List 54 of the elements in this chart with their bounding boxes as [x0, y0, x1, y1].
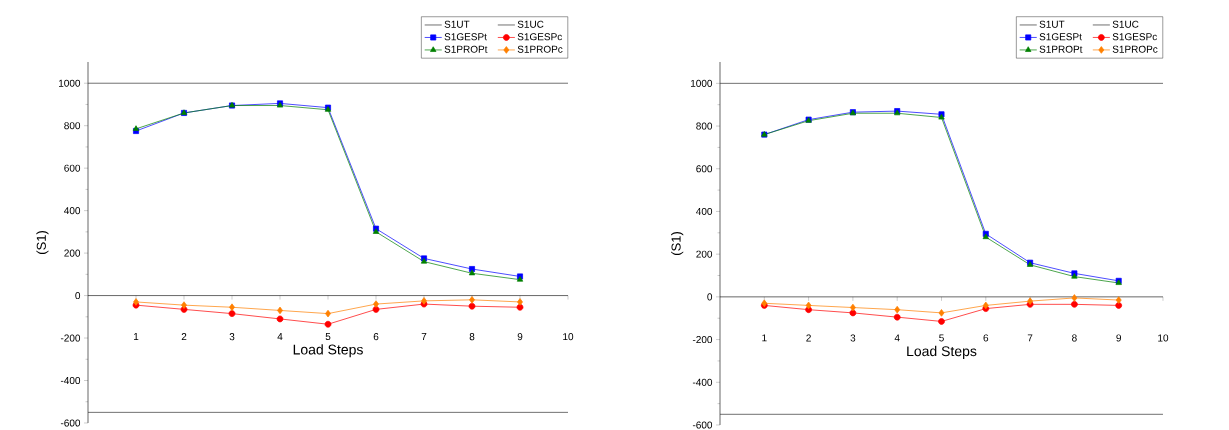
y-tick-label: -600: [692, 421, 713, 429]
y-tick-label: 0: [75, 292, 81, 300]
y-tick-label: -600: [60, 419, 81, 427]
x-tick-label: 5: [325, 333, 331, 341]
x-tick-label: 3: [850, 334, 856, 342]
legend-label: S1GESPc: [517, 33, 562, 41]
x-tick-label: 8: [469, 333, 475, 341]
y-tick-label: 1000: [59, 79, 81, 87]
x-tick-label: 10: [563, 333, 574, 341]
y-tick-label: -200: [60, 334, 81, 342]
y-tick-label: 200: [696, 250, 713, 258]
x-tick-label: 1: [134, 333, 139, 340]
x-tick-label: 7: [1027, 334, 1033, 342]
x-tick-label: 3: [229, 333, 235, 341]
y-tick-label: 1000: [690, 79, 713, 87]
y-axis-title: (S1): [36, 231, 49, 254]
y-tick-label: 600: [64, 164, 81, 172]
x-tick-label: 4: [894, 334, 900, 342]
x-axis-title: Load Steps: [907, 345, 977, 359]
x-tick-label: 10: [1158, 334, 1169, 342]
x-tick-label: 2: [806, 334, 811, 342]
x-tick-label: 1: [762, 334, 767, 342]
legend-label: S1GESPc: [1112, 33, 1157, 41]
legend-label: S1UC: [517, 20, 544, 28]
legend-label: S1UT: [444, 20, 470, 28]
x-tick-label: 8: [1072, 334, 1077, 342]
legend-label: S1UT: [1039, 20, 1065, 28]
legend-label: S1PROPt: [1039, 45, 1083, 53]
x-tick-label: 2: [181, 333, 187, 341]
y-tick-label: -400: [60, 376, 81, 385]
legend-label: S1PROPc: [517, 45, 563, 53]
x-tick-label: 4: [277, 333, 283, 340]
y-axis-title: (S1): [671, 232, 684, 255]
x-tick-label: 5: [939, 334, 944, 342]
y-tick-label: -200: [692, 336, 713, 344]
y-tick-label: 200: [64, 249, 81, 257]
legend-label: S1UC: [1112, 20, 1139, 28]
x-tick-label: 6: [983, 334, 989, 342]
y-tick-label: 400: [696, 207, 713, 215]
legend-label: S1PROPc: [1112, 45, 1158, 53]
y-tick-label: 600: [696, 165, 713, 173]
x-tick-label: 9: [1116, 334, 1122, 342]
y-tick-label: 800: [696, 122, 713, 130]
y-tick-label: 800: [64, 122, 81, 130]
x-axis-title: Load Steps: [293, 344, 363, 358]
x-tick-label: 6: [373, 333, 379, 341]
y-tick-label: 0: [707, 293, 713, 301]
legend-label: S1PROPt: [444, 45, 488, 53]
x-tick-label: 7: [421, 333, 427, 340]
legend-label: S1GESPt: [444, 33, 487, 41]
legend-label: S1GESPt: [1039, 33, 1082, 41]
y-tick-label: -400: [692, 378, 713, 386]
x-tick-label: 9: [517, 333, 523, 341]
y-tick-label: 400: [64, 207, 81, 215]
